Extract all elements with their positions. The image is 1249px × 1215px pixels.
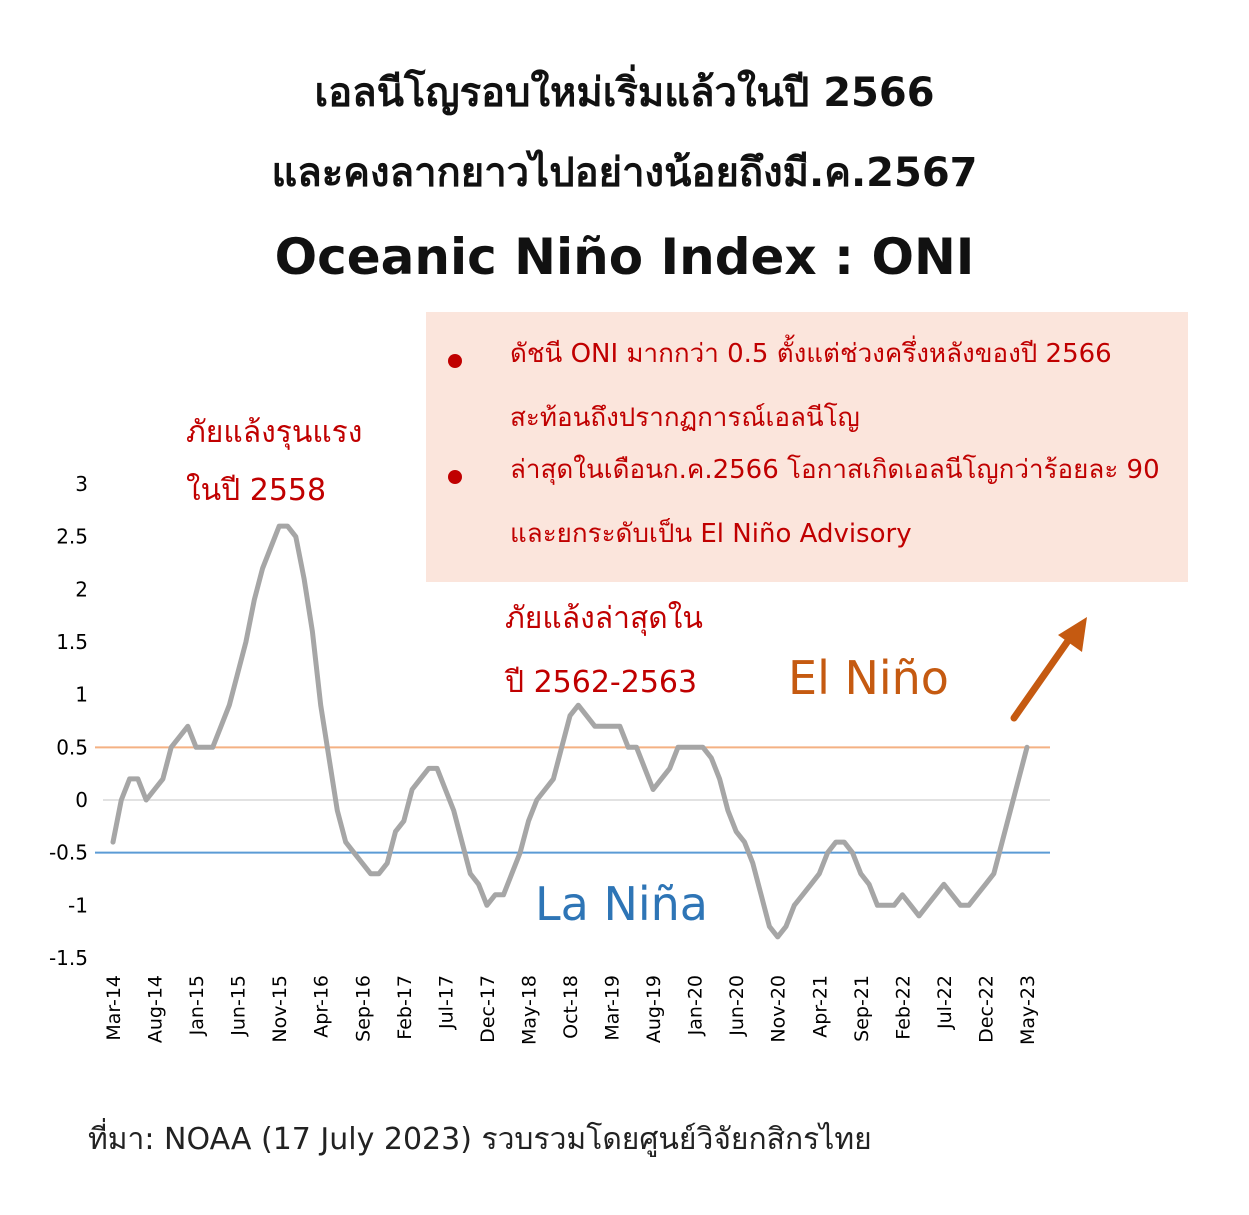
y-tick-label: 1 bbox=[75, 683, 88, 707]
trend-arrow-icon bbox=[1010, 617, 1087, 722]
x-tick-label: May-18 bbox=[518, 975, 540, 1045]
x-axis-ticks: Mar-14 Aug-14 Jan-15 Jun-15 Nov-15 Apr-16 Sep-… bbox=[103, 975, 1039, 1045]
x-tick-label: Aug-14 bbox=[145, 975, 167, 1043]
chart-title-line1: เอลนีโญรอบใหม่เริ่มแล้วในปี 2566 bbox=[314, 70, 935, 116]
bullet-dot-1 bbox=[448, 354, 462, 368]
y-tick-label: -0.5 bbox=[49, 841, 88, 865]
y-tick-label: 3 bbox=[75, 472, 88, 496]
y-tick-label: 0.5 bbox=[56, 735, 88, 759]
x-tick-label: Nov-15 bbox=[269, 975, 291, 1043]
bullet-dot-2 bbox=[448, 470, 462, 484]
x-tick-label: Mar-19 bbox=[602, 975, 624, 1041]
la-nina-label: La Niña bbox=[535, 877, 708, 931]
x-tick-label: Jun-20 bbox=[726, 975, 748, 1037]
x-tick-label: Sep-16 bbox=[352, 975, 374, 1042]
y-axis-ticks: 3 2.5 2 1.5 1 0.5 0 -0.5 -1 -1.5 bbox=[49, 472, 88, 970]
x-tick-label: Jun-15 bbox=[228, 975, 250, 1037]
x-tick-label: Mar-14 bbox=[103, 975, 125, 1041]
y-tick-label: 2.5 bbox=[56, 525, 88, 549]
x-tick-label: Apr-16 bbox=[311, 975, 333, 1038]
y-tick-label: -1.5 bbox=[49, 946, 88, 970]
x-tick-label: Dec-17 bbox=[477, 975, 499, 1043]
y-tick-label: 2 bbox=[75, 577, 88, 601]
info-bullet-1: ดัชนี ONI มากกว่า 0.5 ตั้งแต่ช่วงครึ่งหล… bbox=[510, 339, 1112, 433]
x-tick-label: Nov-20 bbox=[768, 975, 790, 1043]
source-note: ที่มา: NOAA (17 July 2023) รวบรวมโดยศูนย… bbox=[88, 1122, 872, 1157]
x-tick-label: Dec-22 bbox=[975, 975, 997, 1043]
annotation-drought-2562-line1: ภัยแล้งล่าสุดใน bbox=[505, 601, 703, 637]
x-tick-label: Jan-20 bbox=[685, 975, 707, 1036]
x-tick-label: Jul-22 bbox=[934, 975, 956, 1030]
chart-title-line2: และคงลากยาวไปอย่างน้อยถึงมี.ค.2567 bbox=[271, 150, 978, 196]
x-tick-label: Aug-19 bbox=[643, 975, 665, 1043]
x-tick-label: May-23 bbox=[1017, 975, 1039, 1045]
x-tick-label: Oct-18 bbox=[560, 975, 582, 1039]
x-tick-label: Feb-17 bbox=[394, 975, 416, 1040]
chart-subtitle: Oceanic Niño Index : ONI bbox=[274, 228, 975, 286]
annotation-drought-2558-line2: ในปี 2558 bbox=[186, 473, 326, 508]
x-tick-label: Jul-17 bbox=[435, 975, 457, 1030]
x-tick-label: Jan-15 bbox=[186, 975, 208, 1036]
annotation-drought-2558-line1: ภัยแล้งรุนแรง bbox=[186, 415, 362, 451]
y-tick-label: 0 bbox=[75, 788, 88, 812]
x-tick-label: Sep-21 bbox=[851, 975, 873, 1042]
y-tick-label: 1.5 bbox=[56, 630, 88, 654]
annotation-drought-2562-line2: ปี 2562-2563 bbox=[504, 665, 697, 700]
info-bullet-2: ล่าสุดในเดือนก.ค.2566 โอกาสเกิดเอลนีโญกว… bbox=[510, 455, 1160, 549]
oni-series-line bbox=[110, 523, 1030, 940]
y-tick-label: -1 bbox=[68, 893, 88, 917]
el-nino-label: El Niño bbox=[788, 651, 949, 705]
x-tick-label: Apr-21 bbox=[809, 975, 831, 1038]
info-box: ดัชนี ONI มากกว่า 0.5 ตั้งแต่ช่วงครึ่งหล… bbox=[426, 312, 1188, 582]
x-tick-label: Feb-22 bbox=[892, 975, 914, 1040]
